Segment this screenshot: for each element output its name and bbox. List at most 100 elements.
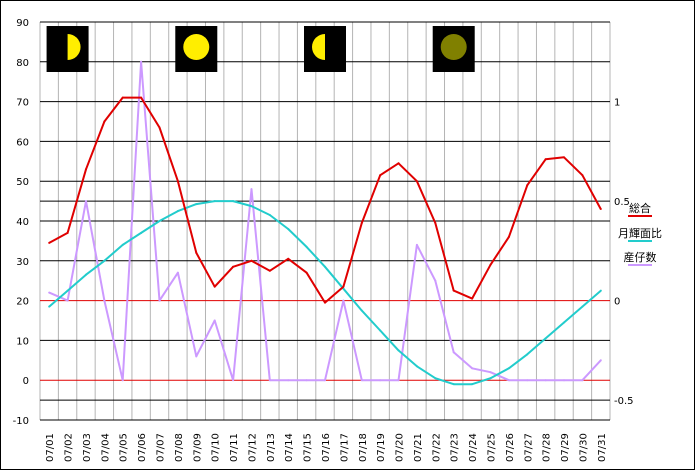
series-litter-count-point	[563, 379, 566, 382]
series-litter-count-point	[213, 319, 216, 322]
series-moon-ratio-point	[232, 200, 235, 203]
series-moon-ratio-point	[360, 309, 363, 312]
left-axis-tick-label: -10	[13, 416, 29, 427]
series-total-point	[305, 271, 308, 274]
series-total-point	[103, 120, 106, 123]
left-axis-tick-label: 90	[16, 18, 29, 29]
series-moon-ratio-point	[66, 289, 69, 292]
full-moon-icon	[175, 26, 218, 72]
series-total-point	[195, 251, 198, 254]
series-moon-ratio-point	[489, 377, 492, 380]
x-axis-date-label: 07/29	[560, 433, 571, 462]
series-total-point	[544, 158, 547, 161]
series-litter-count-point	[305, 379, 308, 382]
series-litter-count-point	[581, 379, 584, 382]
series-total-point	[84, 168, 87, 171]
series-moon-ratio-point	[581, 305, 584, 308]
series-moon-ratio-point	[121, 243, 124, 246]
right-axis-tick-label: -0.5	[614, 396, 634, 407]
series-moon-ratio-point	[397, 349, 400, 352]
series-total-point	[526, 184, 529, 187]
left-axis-tick-label: 0	[23, 376, 29, 387]
series-total-point	[342, 285, 345, 288]
series-total-point	[415, 180, 418, 183]
series-moon-ratio-point	[526, 353, 529, 356]
right-axis-tick-label: 0.5	[614, 197, 630, 208]
x-axis-date-label: 07/27	[523, 433, 534, 462]
x-axis-date-label: 07/16	[321, 433, 332, 462]
series-litter-count-point	[434, 279, 437, 282]
series-litter-count-point	[195, 355, 198, 358]
x-axis-date-label: 07/03	[82, 433, 93, 462]
series-total-point	[268, 269, 271, 272]
series-moon-ratio-point	[103, 259, 106, 262]
last-quarter-icon	[304, 26, 346, 72]
series-moon-ratio-point	[415, 365, 418, 368]
series-litter-count-point	[379, 379, 382, 382]
x-axis-date-label: 07/08	[174, 433, 185, 462]
series-moon-ratio-point	[324, 265, 326, 268]
x-axis-date-label: 07/24	[468, 433, 479, 462]
series-total-point	[121, 96, 124, 99]
series-moon-ratio-point	[379, 329, 382, 332]
series-moon-ratio-point	[195, 203, 198, 206]
series-total-point	[66, 231, 69, 234]
series-litter-count-point	[66, 299, 69, 302]
series-moon-ratio-point	[158, 220, 161, 222]
series-total-point	[158, 126, 161, 129]
series-total-point	[379, 174, 382, 177]
series-moon-ratio-point	[268, 214, 271, 217]
series-litter-count-point	[599, 359, 602, 362]
series-moon-ratio-point	[563, 321, 566, 324]
series-total-point	[563, 156, 566, 159]
series-total-point	[507, 235, 510, 238]
series-total-point	[140, 96, 143, 99]
x-axis-date-label: 07/30	[578, 433, 589, 462]
series-total-point	[287, 257, 290, 260]
series-litter-count-point	[268, 379, 271, 382]
legend-label: 月輝面比	[618, 227, 662, 240]
series-moon-ratio-point	[507, 367, 510, 370]
series-moon-ratio-point	[452, 383, 455, 386]
series-litter-count-point	[103, 299, 106, 302]
series-total-point	[232, 265, 235, 268]
x-axis-date-label: 07/21	[413, 433, 424, 462]
series-total-point	[581, 174, 584, 177]
moon-disc	[183, 34, 210, 60]
series-litter-count-point	[121, 379, 124, 382]
series-moon-ratio-point	[434, 377, 437, 380]
moon-disc	[440, 34, 467, 60]
series-moon-ratio-point	[599, 289, 602, 292]
x-axis-date-label: 07/01	[45, 433, 56, 462]
x-axis-date-label: 07/26	[505, 433, 516, 462]
x-axis-date-label: 07/10	[211, 433, 222, 462]
series-litter-count-point	[471, 367, 474, 370]
x-axis-date-label: 07/28	[542, 433, 553, 462]
series-moon-ratio-point	[544, 337, 547, 340]
series-litter-count-point	[452, 351, 455, 354]
series-litter-count-point	[489, 371, 492, 374]
series-total-point	[434, 221, 437, 224]
moon-half	[67, 34, 81, 60]
moon-half	[312, 34, 325, 60]
left-axis-tick-label: 40	[16, 217, 29, 228]
series-litter-count-point	[397, 379, 400, 382]
series-total-point	[397, 162, 400, 165]
x-axis-date-label: 07/09	[192, 433, 203, 462]
left-axis-tick-label: 10	[16, 336, 29, 347]
series-moon-ratio-point	[48, 305, 51, 308]
series-total-point	[452, 289, 455, 292]
series-litter-count-point	[342, 299, 345, 302]
series-litter-count-point	[544, 379, 547, 382]
new-moon-icon	[432, 26, 475, 72]
series-moon-ratio-point	[471, 383, 474, 386]
series-moon-ratio-point	[287, 227, 290, 230]
series-litter-count-point	[176, 271, 179, 274]
left-axis-tick-label: 80	[16, 58, 29, 69]
series-litter-count-point	[415, 243, 418, 246]
x-axis-date-label: 07/04	[100, 433, 111, 462]
series-litter-count-point	[232, 379, 235, 382]
right-axis-tick-label: 1	[614, 98, 620, 109]
series-moon-ratio-point	[305, 245, 308, 248]
